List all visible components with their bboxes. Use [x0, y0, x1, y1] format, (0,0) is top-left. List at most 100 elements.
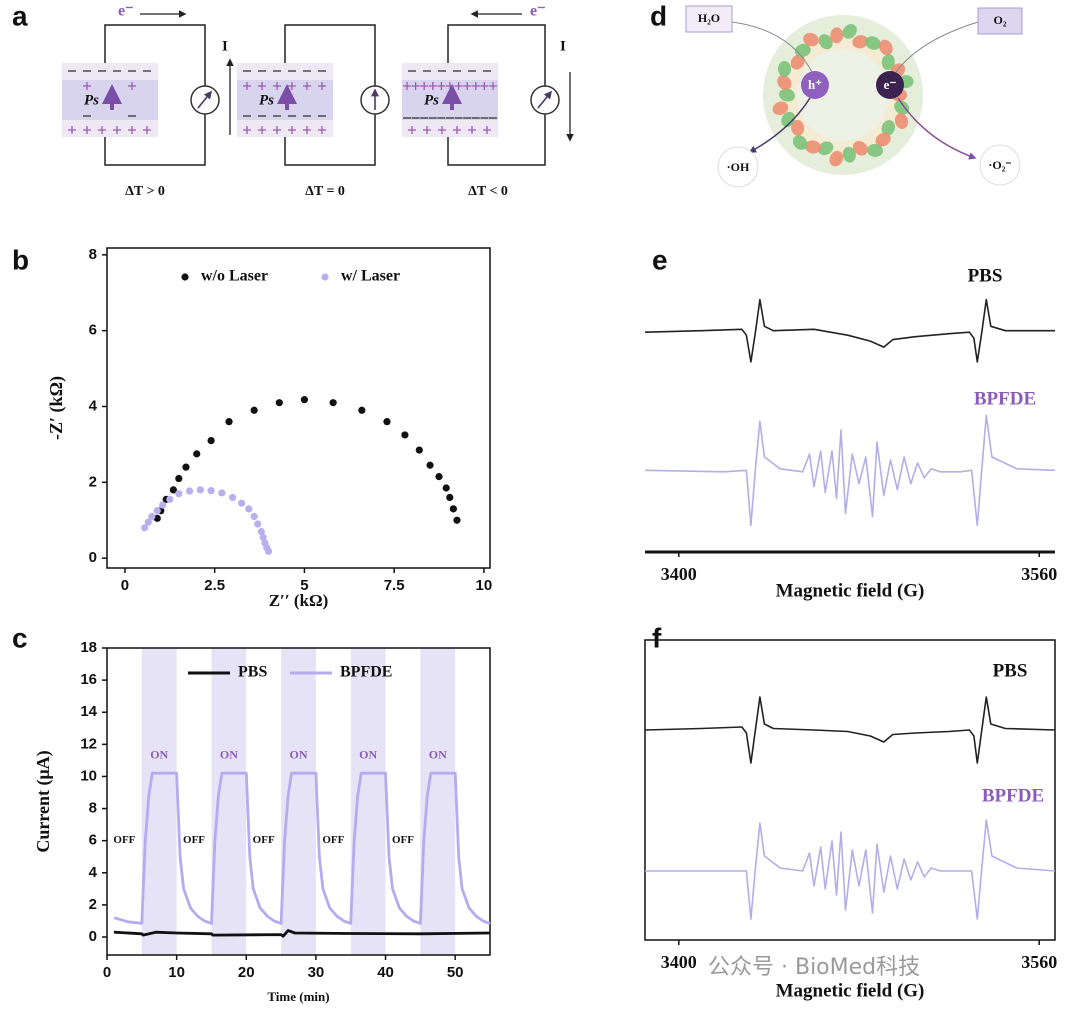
point: [254, 520, 262, 528]
point: [401, 431, 409, 439]
charge-plus: [113, 126, 121, 134]
nanoparticle: [790, 54, 805, 70]
polarization-label: Ps: [259, 92, 274, 108]
x-axis-label: Z′′ (kΩ): [269, 591, 329, 610]
charge-plus: [83, 126, 91, 134]
charge-plus: [453, 126, 461, 134]
off-label: OFF: [113, 834, 135, 846]
link: [731, 21, 813, 73]
point: [275, 399, 283, 407]
charge-plus: [83, 82, 91, 90]
x-axis-label: Magnetic field (G): [776, 580, 925, 601]
point: [169, 486, 178, 494]
point: [144, 518, 152, 526]
wire: [447, 24, 546, 166]
point: [153, 507, 161, 515]
y-tick-label: 8: [89, 800, 97, 817]
nanoparticle: [894, 100, 910, 115]
point: [453, 516, 461, 524]
nanoparticle: [865, 36, 881, 50]
nanoparticle: [875, 132, 891, 147]
nanoparticle: [867, 143, 883, 157]
point: [300, 396, 309, 404]
ammeter-needle: [537, 90, 553, 109]
y-tick-label: 14: [80, 703, 97, 720]
charge-plus: [483, 126, 491, 134]
nanoparticle: [792, 135, 808, 150]
charge-plus: [258, 126, 266, 134]
y-tick-label: 8: [89, 246, 97, 263]
wire: [284, 24, 376, 166]
x-tick-label: 2.5: [204, 577, 225, 594]
charge-plus: [423, 126, 431, 134]
polarization-label: Ps: [84, 92, 99, 108]
electron: [876, 71, 904, 99]
point: [250, 406, 258, 414]
y-axis-label: Current (μA): [33, 750, 54, 852]
x-tick-label: 3400: [661, 564, 697, 584]
on-label: ON: [429, 747, 447, 761]
point: [196, 486, 204, 494]
x-tick-label: 5: [300, 577, 308, 594]
product: [717, 146, 759, 188]
panel-label: b: [12, 244, 29, 275]
point: [207, 437, 215, 445]
charge-plus: [128, 126, 136, 134]
charge-plus: [68, 126, 76, 134]
off-label: OFF: [183, 834, 205, 846]
point: [435, 473, 443, 481]
charge-plus: [468, 126, 476, 134]
charge-plus: [98, 126, 106, 134]
reaction-arrow: [748, 97, 811, 153]
nanoparticle: [842, 146, 856, 163]
wire: [104, 24, 206, 166]
line: [644, 414, 1056, 527]
line: [645, 819, 1056, 920]
point: [426, 461, 434, 469]
frame: [644, 639, 1056, 941]
x-tick-label: 3560: [1021, 564, 1057, 584]
x-tick-label: 3400: [661, 952, 697, 972]
nanoparticle: [803, 32, 819, 47]
point: [329, 399, 337, 407]
point: [175, 490, 183, 498]
x-tick-label: 40: [377, 964, 394, 981]
charge-plus: [258, 82, 266, 90]
point: [358, 406, 366, 414]
nanoparticle: [805, 140, 821, 154]
legend-marker: [181, 273, 189, 281]
point: [193, 450, 201, 458]
polarization-label: Ps: [424, 92, 439, 108]
point: [207, 487, 215, 495]
electron-label: e⁻: [530, 3, 546, 20]
nanoparticle: [781, 111, 796, 128]
panel-label: d: [650, 0, 667, 31]
nanoparticle: [818, 34, 833, 50]
box: [977, 7, 1023, 35]
point: [166, 495, 174, 503]
x-axis-label: Magnetic field (G): [776, 980, 925, 1001]
chart: 0 2.5 5 7.5 10 0 2 4 6 8 Z′′ (kΩ) -Z′ (kΩ) w/o Laser…: [46, 246, 492, 610]
point: [175, 474, 183, 483]
point: [259, 533, 267, 541]
point: [141, 524, 149, 532]
charge-plus: [303, 126, 311, 134]
charge-plus: [243, 126, 251, 134]
line: [113, 771, 491, 925]
point: [238, 499, 246, 507]
point: [449, 505, 457, 513]
hole-label: h⁺: [808, 77, 822, 92]
nanoparticle: [894, 113, 909, 129]
nanoparticle: [852, 35, 869, 49]
series-label: BPFDE: [974, 388, 1036, 409]
charge-plus: [243, 82, 251, 90]
charge-plus: [428, 82, 437, 90]
y-tick-label: 6: [89, 322, 97, 339]
x-tick-label: 0: [121, 577, 129, 594]
charge-plus: [318, 82, 326, 90]
panel-label: e: [652, 244, 668, 275]
y-tick-label: 18: [80, 639, 97, 656]
legend-label: w/ Laser: [341, 268, 400, 285]
